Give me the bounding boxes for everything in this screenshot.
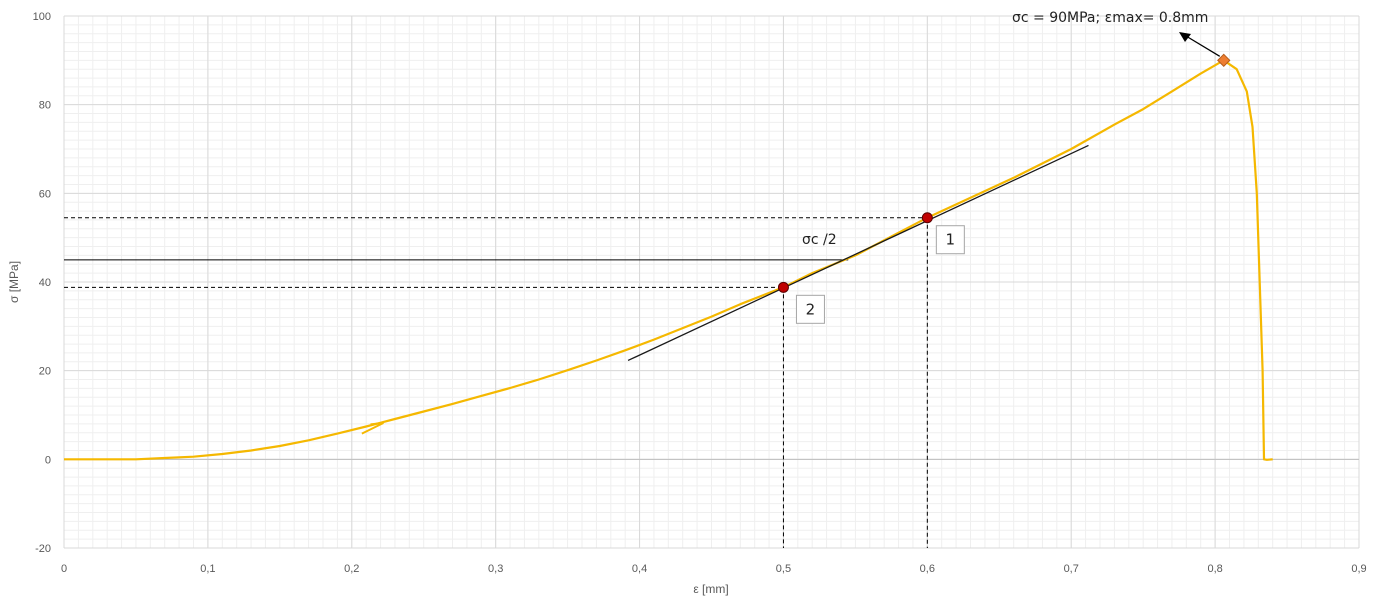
tangent-line <box>627 144 1089 362</box>
y-tick-label: 80 <box>39 100 51 112</box>
x-tick-label: 0,1 <box>200 563 215 575</box>
marker-layer <box>777 32 1231 293</box>
point-label-1: 1 <box>946 231 956 249</box>
peak-marker <box>1217 53 1231 68</box>
y-tick-labels: -20 0 20 40 60 80 100 <box>33 11 51 555</box>
x-tick-label: 0,6 <box>920 563 935 575</box>
point-label-box-1 <box>935 225 965 255</box>
x-tick-label: 0 <box>61 563 67 575</box>
x-tick-label: 0,2 <box>344 563 359 575</box>
y-tick-label: 100 <box>33 11 51 23</box>
half-stress-annotation: σc /2 <box>802 232 837 248</box>
x-axis-title: ε [mm] <box>693 582 728 596</box>
peak-arrow-line <box>1185 35 1221 57</box>
y-axis-title: σ [MPa] <box>7 261 21 303</box>
y-tick-label: -20 <box>35 543 51 555</box>
y-tick-label: 40 <box>39 277 51 289</box>
point-label-2: 2 <box>806 300 816 318</box>
x-tick-label: 0,5 <box>776 563 791 575</box>
point-marker-2 <box>777 281 789 293</box>
point-marker-1 <box>921 212 933 224</box>
curve-hook <box>361 421 384 435</box>
peak-annotation: σc = 90MPa; εmax= 0.8mm <box>1012 10 1208 26</box>
x-tick-label: 0,7 <box>1064 563 1079 575</box>
x-tick-label: 0,9 <box>1351 563 1366 575</box>
point-label-boxes: 12 <box>795 225 965 324</box>
x-tick-label: 0,8 <box>1207 563 1222 575</box>
curve-layer <box>64 59 1273 461</box>
reference-lines <box>64 217 928 548</box>
x-tick-labels: 0 0,1 0,2 0,3 0,4 0,5 0,6 0,7 0,8 0,9 <box>61 563 1367 575</box>
y-tick-label: 0 <box>45 454 51 466</box>
x-tick-label: 0,3 <box>488 563 503 575</box>
y-tick-label: 60 <box>39 188 51 200</box>
point-label-box-2 <box>795 294 825 324</box>
stress-strain-curve <box>64 59 1273 461</box>
peak-arrow-head <box>1179 32 1191 42</box>
y-tick-label: 20 <box>39 366 51 378</box>
x-tick-label: 0,4 <box>632 563 647 575</box>
